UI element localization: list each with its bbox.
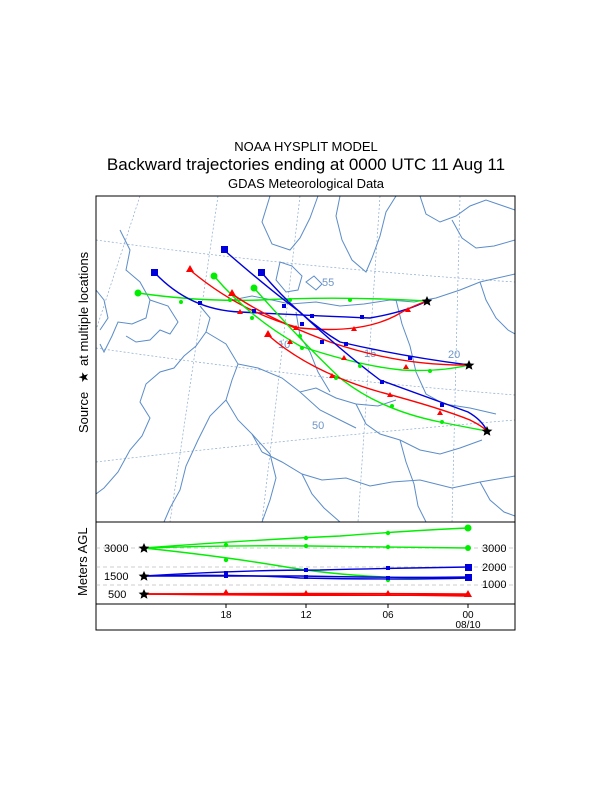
trajectories-source-3: [223, 249, 488, 432]
grid-labels: 55 15 20 10 50: [278, 277, 460, 432]
profile-blue-lines: [143, 566, 469, 580]
trajectory-blue-mid: [154, 272, 428, 319]
side-label-star: ★: [76, 371, 91, 383]
profile-green-markers: [223, 524, 472, 583]
date-label: 08/10: [455, 620, 480, 631]
profile-red-markers: [223, 589, 472, 597]
trajectory-blue-mid: [261, 272, 470, 366]
red-markers: [186, 265, 443, 415]
right-level-3000: 3000: [482, 543, 506, 555]
source-star-1: [421, 296, 433, 306]
trajectory-markers: [134, 246, 444, 424]
time-tick-06: 06: [382, 610, 394, 621]
trajectories-source-1: [137, 269, 428, 331]
map-grid: [96, 196, 515, 522]
title-data-source: GDAS Meteorological Data: [227, 176, 385, 191]
grid-label-20: 20: [448, 349, 460, 361]
right-level-2000: 2000: [482, 562, 506, 574]
profile-blue-markers: [224, 564, 472, 581]
left-level-1500: 1500: [104, 571, 128, 583]
profile-red-lines: [143, 592, 469, 597]
right-level-1000: 1000: [482, 579, 506, 591]
source-markers: [421, 296, 493, 436]
trajectory-blue-mid: [223, 249, 488, 432]
time-ticks: [225, 604, 469, 608]
title-description: Backward trajectories ending at 0000 UTC…: [106, 155, 506, 174]
source-side-label: Source ★ at multiple locations: [76, 251, 91, 433]
left-level-500: 500: [108, 589, 126, 601]
coastlines: [96, 196, 515, 522]
time-tick-00: 00: [462, 610, 474, 621]
profile-ylabel-group: Meters AGL: [75, 527, 90, 596]
grid-label-50: 50: [312, 420, 324, 432]
time-tick-18: 18: [220, 610, 232, 621]
time-tick-12: 12: [300, 610, 312, 621]
profile-source-stars: [138, 543, 150, 599]
map-area: 55 15 20 10 50: [96, 196, 515, 522]
trajectory-red-low: [231, 293, 470, 366]
profile-reference-lines: [96, 547, 515, 586]
profile-area: [96, 524, 515, 599]
trajectory-red-low: [267, 334, 488, 432]
side-label-prefix: Source: [76, 392, 91, 433]
side-label-suffix: at multiple locations: [76, 251, 91, 366]
source-star-3: [481, 426, 493, 436]
trajectory-green-high: [253, 287, 488, 432]
blue-markers: [151, 246, 444, 407]
grid-label-55: 55: [322, 277, 334, 289]
left-level-3000: 3000: [104, 543, 128, 555]
green-markers: [134, 272, 444, 424]
grid-label-10: 10: [278, 339, 290, 351]
source-star-2: [463, 360, 475, 370]
title-model: NOAA HYSPLIT MODEL: [234, 139, 378, 154]
profile-ylabel: Meters AGL: [75, 527, 90, 596]
trajectory-green-high: [137, 292, 428, 302]
